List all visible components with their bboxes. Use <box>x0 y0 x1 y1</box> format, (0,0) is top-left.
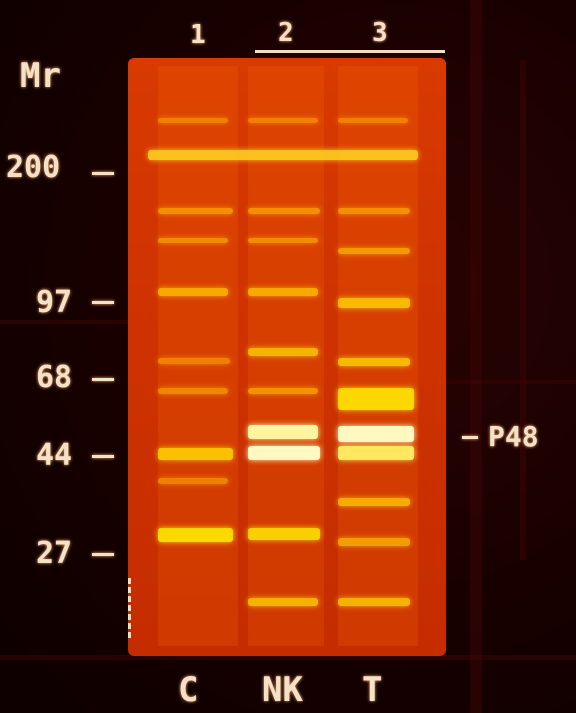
gel-band <box>338 248 410 254</box>
gel-band <box>338 446 414 460</box>
marker-tick-44 <box>92 455 114 458</box>
gel-band <box>248 528 320 540</box>
background-streak <box>446 380 576 384</box>
gel-band <box>158 358 230 364</box>
marker-label-200: 200 <box>6 150 61 185</box>
gel-band <box>248 208 320 214</box>
marker-tick-200 <box>92 172 114 175</box>
background-streak <box>0 655 576 660</box>
gel-band <box>338 598 410 606</box>
gel-band <box>248 238 318 243</box>
gel-band <box>248 118 318 123</box>
marker-label-27: 27 <box>36 536 73 571</box>
gel-band <box>158 288 228 296</box>
background-streak <box>0 320 128 324</box>
gel-band <box>338 208 410 214</box>
gel-band <box>158 448 233 460</box>
lane-1 <box>158 66 238 646</box>
gel <box>128 58 446 656</box>
gel-band <box>338 538 410 546</box>
lane-number-2: 2 <box>278 18 294 48</box>
mr-label-text: Mr <box>20 56 61 96</box>
gel-band <box>338 426 414 442</box>
gel-band <box>338 358 410 366</box>
gel-band <box>338 388 414 410</box>
gel-band <box>148 150 418 160</box>
lane-bracket-line <box>255 50 445 53</box>
mr-label: Mr <box>20 56 61 96</box>
gel-band <box>248 598 318 606</box>
lane-label-nk: NK <box>262 670 303 710</box>
gel-band <box>338 118 408 123</box>
lane-3 <box>338 66 418 646</box>
gel-band <box>158 208 233 214</box>
marker-label-97: 97 <box>36 285 73 320</box>
marker-tick-68 <box>92 378 114 381</box>
gel-band <box>338 498 410 506</box>
gel-band <box>248 288 318 296</box>
gel-band <box>158 238 228 243</box>
background-streak <box>520 60 526 560</box>
marker-label-44: 44 <box>36 438 73 473</box>
lane-label-t: T <box>362 670 383 710</box>
gel-band <box>158 478 228 484</box>
lane-2 <box>248 66 324 646</box>
gel-band <box>248 446 320 460</box>
marker-tick-27 <box>92 553 114 556</box>
gel-band <box>248 425 318 439</box>
gel-band <box>248 348 318 356</box>
lane-label-c: C <box>178 670 199 710</box>
marker-tick-97 <box>92 301 114 304</box>
gel-band <box>158 388 228 394</box>
gel-band <box>338 298 410 308</box>
lane-number-1: 1 <box>190 20 206 50</box>
p48-label: P48 <box>488 420 539 453</box>
gel-band <box>248 388 318 394</box>
background-streak <box>470 0 482 713</box>
p48-tick <box>462 436 478 439</box>
gel-band <box>158 118 228 123</box>
gel-band <box>158 528 233 542</box>
lane-number-3: 3 <box>372 18 388 48</box>
marker-label-68: 68 <box>36 360 73 395</box>
scale-bar <box>128 578 135 638</box>
